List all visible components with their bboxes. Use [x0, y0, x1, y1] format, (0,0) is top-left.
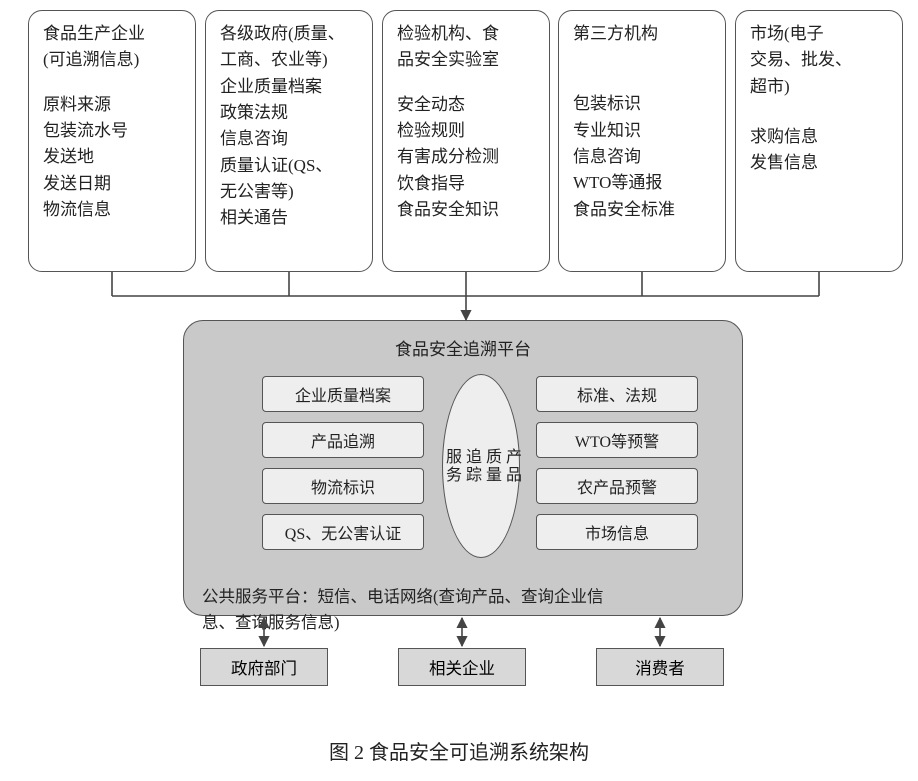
- t4i2: 发售信息: [750, 150, 892, 176]
- platform-title: 食品安全追溯平台: [202, 335, 724, 360]
- mod-left-0: 企业质量档案: [262, 376, 424, 412]
- mod-right-3: 市场信息: [536, 514, 698, 550]
- mod-left-0-label: 企业质量档案: [295, 388, 391, 405]
- top-box-4-items: 求购信息 发售信息: [750, 124, 892, 177]
- t2l0: 检验机构、食: [397, 21, 539, 47]
- mod-left-1: 产品追溯: [262, 422, 424, 458]
- t0l1: (可追溯信息): [43, 47, 185, 73]
- t0i1: 包装流水号: [43, 118, 185, 144]
- cov1: 质量: [483, 448, 500, 484]
- mod-right-0-label: 标准、法规: [577, 388, 657, 405]
- mod-left-2-label: 物流标识: [311, 480, 375, 497]
- top-box-1: 各级政府(质量、 工商、农业等) 企业质量档案 政策法规 信息咨询 质量认证(Q…: [205, 10, 373, 272]
- svc1: 息、查询服务信息): [202, 610, 724, 636]
- t2i2: 有害成分检测: [397, 144, 539, 170]
- t4l0: 市场(电子: [750, 21, 892, 47]
- t2i3: 饮食指导: [397, 171, 539, 197]
- t0i0: 原料来源: [43, 92, 185, 118]
- cov0: 产品: [503, 448, 520, 484]
- t2l1: 品安全实验室: [397, 47, 539, 73]
- t0i2: 发送地: [43, 144, 185, 170]
- t2i1: 检验规则: [397, 118, 539, 144]
- top-box-3-items: 包装标识 专业知识 信息咨询 WTO等通报 食品安全标准: [573, 91, 715, 223]
- cov2: 追踪: [463, 448, 480, 484]
- bb2: 消费者: [635, 659, 685, 678]
- t3i4: 食品安全标准: [573, 197, 715, 223]
- figure-caption: 图 2 食品安全可追溯系统架构: [0, 736, 918, 765]
- platform: 食品安全追溯平台 企业质量档案 产品追溯 物流标识 QS、无公害认证 标准、法规…: [183, 320, 743, 616]
- bb0: 政府部门: [231, 659, 297, 678]
- bb1: 相关企业: [429, 659, 495, 678]
- center-oval-text: 产品 质量 追踪 服务: [441, 448, 521, 484]
- mod-left-3-label: QS、无公害认证: [285, 526, 401, 543]
- top-box-2-items: 安全动态 检验规则 有害成分检测 饮食指导 食品安全知识: [397, 92, 539, 224]
- t4i0: 求购信息: [750, 124, 892, 150]
- top-box-1-title: 各级政府(质量、 工商、农业等): [220, 21, 362, 74]
- t3i3: WTO等通报: [573, 170, 715, 196]
- top-box-4-title: 市场(电子 交易、批发、 超市): [750, 21, 892, 100]
- t4l2: 超市): [750, 74, 892, 100]
- svc0: 公共服务平台：短信、电话网络(查询产品、查询企业信: [202, 584, 724, 610]
- cov3: 服务: [443, 448, 460, 484]
- t3l0: 第三方机构: [573, 21, 715, 47]
- top-box-1-items: 企业质量档案 政策法规 信息咨询 质量认证(QS、 无公害等) 相关通告: [220, 74, 362, 232]
- top-box-2: 检验机构、食 品安全实验室 安全动态 检验规则 有害成分检测 饮食指导 食品安全…: [382, 10, 550, 272]
- t0i4: 物流信息: [43, 197, 185, 223]
- mod-right-1: WTO等预警: [536, 422, 698, 458]
- top-box-0-title: 食品生产企业 (可追溯信息): [43, 21, 185, 74]
- t2i0: 安全动态: [397, 92, 539, 118]
- mod-right-2: 农产品预警: [536, 468, 698, 504]
- mod-right-2-label: 农产品预警: [577, 480, 657, 497]
- top-box-2-title: 检验机构、食 品安全实验室: [397, 21, 539, 74]
- t3i2: 信息咨询: [573, 144, 715, 170]
- t1i5: 相关通告: [220, 205, 362, 231]
- t1i4: 无公害等): [220, 179, 362, 205]
- center-oval: 产品 质量 追踪 服务: [442, 374, 520, 558]
- t1i0: 企业质量档案: [220, 74, 362, 100]
- top-box-0: 食品生产企业 (可追溯信息) 原料来源 包装流水号 发送地 发送日期 物流信息: [28, 10, 196, 272]
- diagram-stage: 食品生产企业 (可追溯信息) 原料来源 包装流水号 发送地 发送日期 物流信息 …: [0, 0, 918, 781]
- top-box-3-title: 第三方机构: [573, 21, 715, 47]
- t1i3: 质量认证(QS、: [220, 153, 362, 179]
- mod-left-3: QS、无公害认证: [262, 514, 424, 550]
- t1l0: 各级政府(质量、: [220, 21, 362, 47]
- mod-right-0: 标准、法规: [536, 376, 698, 412]
- t3i1: 专业知识: [573, 118, 715, 144]
- t0i3: 发送日期: [43, 171, 185, 197]
- mod-left-2: 物流标识: [262, 468, 424, 504]
- mod-right-3-label: 市场信息: [585, 526, 649, 543]
- platform-inner: 企业质量档案 产品追溯 物流标识 QS、无公害认证 标准、法规 WTO等预警 农…: [202, 366, 724, 576]
- bottom-box-1: 相关企业: [398, 648, 526, 686]
- t0l0: 食品生产企业: [43, 21, 185, 47]
- bottom-box-2: 消费者: [596, 648, 724, 686]
- t4l1: 交易、批发、: [750, 47, 892, 73]
- t1i1: 政策法规: [220, 100, 362, 126]
- mod-left-1-label: 产品追溯: [311, 434, 375, 451]
- t3i0: 包装标识: [573, 91, 715, 117]
- t1l1: 工商、农业等): [220, 47, 362, 73]
- top-box-3: 第三方机构 包装标识 专业知识 信息咨询 WTO等通报 食品安全标准: [558, 10, 726, 272]
- bottom-box-0: 政府部门: [200, 648, 328, 686]
- t1i2: 信息咨询: [220, 126, 362, 152]
- top-box-4: 市场(电子 交易、批发、 超市) 求购信息 发售信息: [735, 10, 903, 272]
- mod-right-1-label: WTO等预警: [575, 434, 659, 451]
- service-text: 公共服务平台：短信、电话网络(查询产品、查询企业信 息、查询服务信息): [202, 584, 724, 635]
- top-box-0-items: 原料来源 包装流水号 发送地 发送日期 物流信息: [43, 92, 185, 224]
- t2i4: 食品安全知识: [397, 197, 539, 223]
